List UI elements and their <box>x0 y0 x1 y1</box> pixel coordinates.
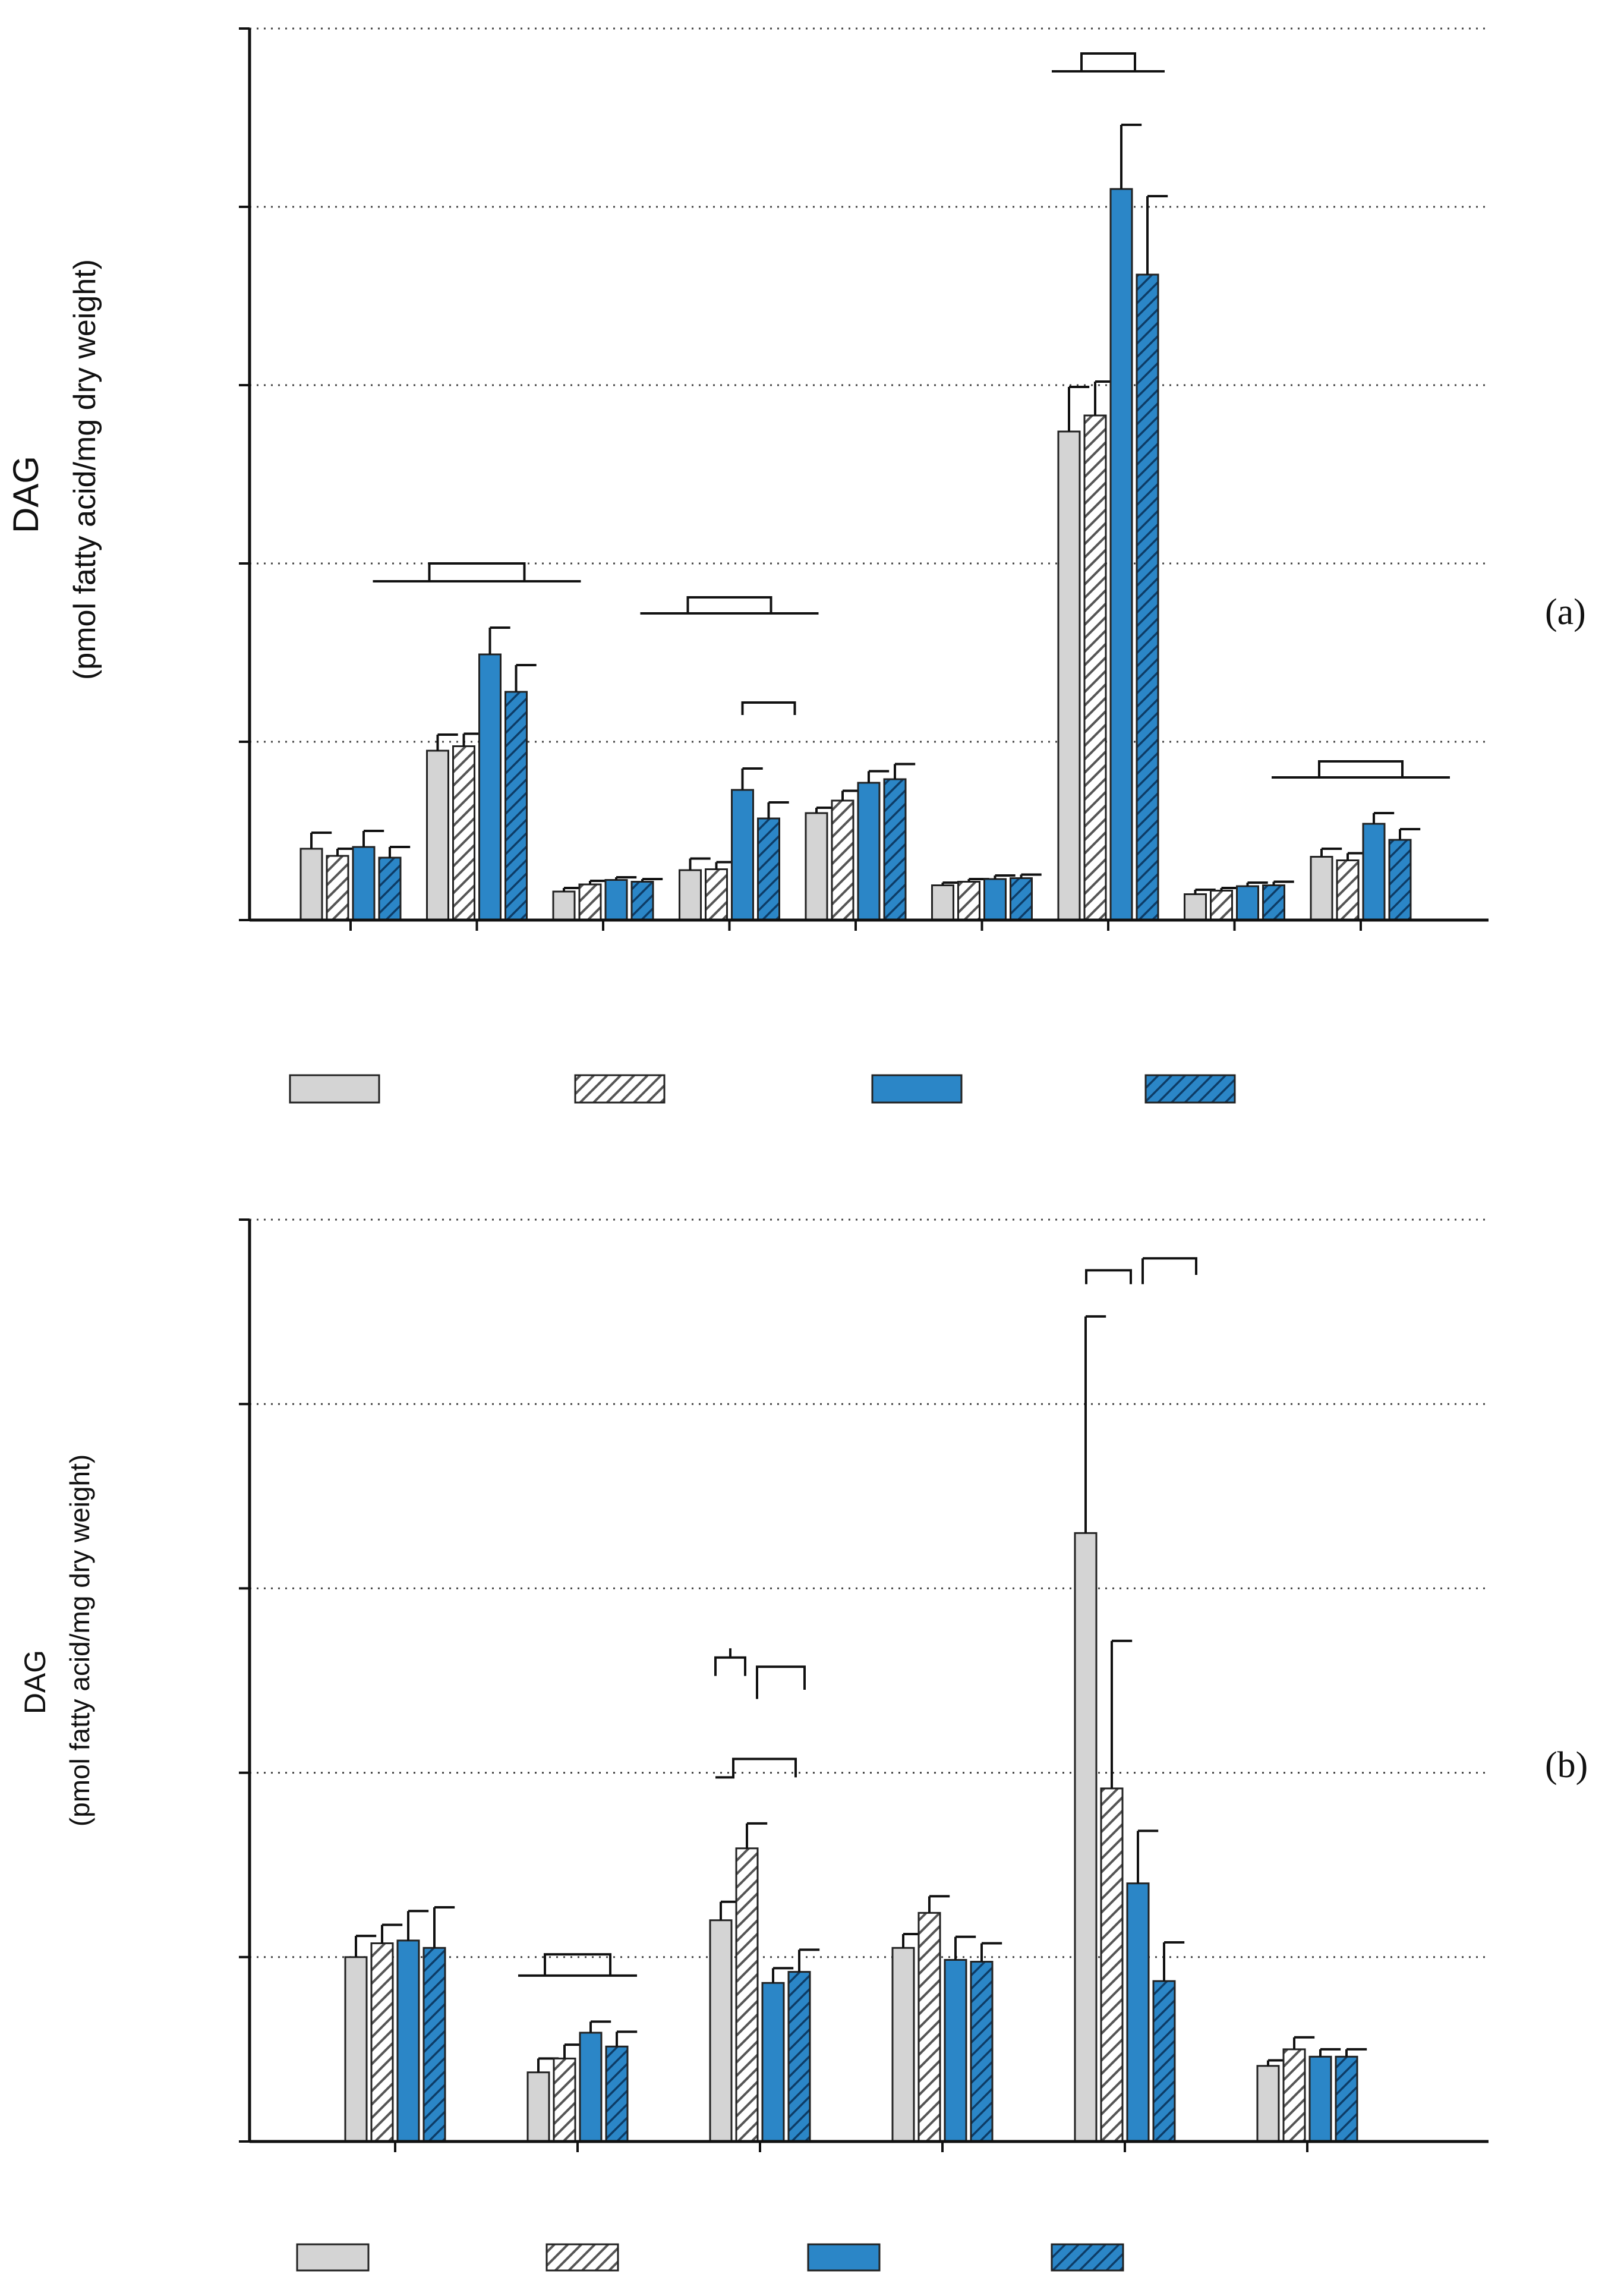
panel-b-bar-c24-1n9-young-pre <box>1256 2065 1280 2143</box>
panel-b-legend-swatch-older-pre <box>807 2243 881 2272</box>
panel-a-bar-saturated-older-post <box>1388 839 1412 921</box>
panel-b-bar-c20-4n6-older-post <box>787 1971 811 2143</box>
panel-b-ylabel-line1: DAG <box>18 1650 52 1714</box>
panel-b-bar-c20-0-older-pre <box>579 2032 603 2143</box>
panel-b-bar-c22-6n3-older-pre <box>944 1958 967 2143</box>
panel-b-bar-c24-1n9-older-pre <box>1308 2055 1332 2143</box>
panel-b-bar-c24-0-young-pre <box>1074 1532 1098 2143</box>
panel-a-bar-c16-0-older-pre <box>478 653 502 921</box>
panel-a-bar-unsaturated-young-post <box>1210 890 1233 921</box>
panel-b-bar-c24-0-young-post <box>1100 1787 1124 2143</box>
panel-b-bar-c20-0-young-post <box>553 2057 576 2143</box>
panel-a-bar-c18-2n6-older-pre <box>983 878 1007 921</box>
panel-a-bar-c18-1n9-older-post <box>883 778 907 921</box>
panel-a-bar-c16-0-young-pre <box>426 749 449 921</box>
panel-a-bracket-total <box>1080 52 1136 71</box>
panel-a-bars <box>299 124 1421 921</box>
panel-a-bar-c16-1n7-young-post <box>578 883 602 921</box>
panel-a-bar-c18-0-older-post <box>757 817 780 921</box>
panel-b-bar-c24-0-older-pre <box>1126 1882 1150 2143</box>
panel-b-chart: DAG (pmol fatty acid/mg dry weight) (b) <box>18 1218 1588 2272</box>
panel-b-bar-c18-3n3-older-pre <box>396 1939 420 2143</box>
panel-a-bar-saturated-young-pre <box>1310 856 1333 921</box>
panel-b-label: (b) <box>1545 1745 1588 1785</box>
panel-a-bar-c14-0-older-pre <box>352 846 376 921</box>
panel-b-bar-c24-1n9-older-post <box>1335 2055 1358 2143</box>
panel-a-bar-c18-2n6-young-post <box>957 881 980 921</box>
panel-a-legend-swatch-young-pre <box>289 1074 380 1104</box>
panel-a-bar-total-older-post <box>1136 273 1159 921</box>
panel-a-bar-c18-1n9-young-post <box>831 799 854 921</box>
panel-b-legend-swatch-young-post <box>545 2243 619 2272</box>
panel-b-bar-c20-0-young-pre <box>526 2071 550 2143</box>
panel-a-bar-saturated-older-pre <box>1362 823 1386 921</box>
panel-b-gridlines <box>250 1218 1489 1958</box>
panel-a-ylabel-line1: DAG <box>6 456 46 533</box>
panel-a-legend-swatch-older-pre <box>871 1074 963 1104</box>
panel-b-bar-c22-6n3-older-post <box>970 1961 994 2143</box>
panel-b-bar-c18-3n3-older-post <box>422 1947 446 2143</box>
panel-a-legend-swatch-older-post <box>1144 1074 1236 1104</box>
panel-a-chart: DAG (pmol fatty acid/mg dry weight) (a) <box>6 27 1586 1104</box>
panel-b-bracket-c24-0 <box>1143 1257 1197 1276</box>
panel-a-bar-c14-0-young-post <box>326 855 349 921</box>
panel-b-bar-c18-3n3-young-pre <box>344 1956 368 2143</box>
panel-a-ylabel-line2: (pmol fatty acid/mg dry weight) <box>68 259 102 680</box>
panel-b-bracket-c20-4n6 <box>714 1656 746 1676</box>
panel-a-bar-c16-1n7-young-pre <box>552 890 576 921</box>
panel-b-bar-c24-1n9-young-post <box>1282 2048 1306 2143</box>
panel-a-label: (a) <box>1545 592 1586 632</box>
panel-a-bar-c16-1n7-older-pre <box>604 879 628 921</box>
panel-b-bar-c24-0-older-post <box>1152 1980 1176 2143</box>
panel-a-bar-c18-2n6-older-post <box>1010 877 1033 921</box>
panel-a-legend-swatch-young-post <box>574 1074 666 1104</box>
panel-b-significance-annotations <box>518 1257 1197 1977</box>
panel-a-bracket-c16-0 <box>428 562 526 581</box>
panel-b-bar-c20-4n6-young-pre <box>709 1919 733 2143</box>
panel-a-bar-c18-1n9-older-pre <box>857 782 881 921</box>
panel-a-bar-c18-1n9-young-pre <box>805 812 828 921</box>
panel-a-bar-c14-0-older-post <box>378 856 402 921</box>
panel-a-legend <box>289 1074 1236 1104</box>
panel-a-bar-c16-0-older-post <box>504 691 528 921</box>
panel-b-bar-c20-4n6-young-post <box>735 1847 759 2143</box>
panel-b-bar-c20-4n6-older-pre <box>761 1982 785 2143</box>
panel-b-bar-c22-6n3-young-pre <box>891 1947 915 2143</box>
panel-a-bracket-c18-0 <box>741 701 796 715</box>
panel-a-bar-c18-0-young-post <box>705 868 728 921</box>
panel-a-bar-unsaturated-older-pre <box>1236 885 1259 921</box>
panel-a-significance-annotations <box>373 52 1450 779</box>
panel-a-bracket-saturated <box>1318 760 1404 777</box>
panel-a-bar-c16-0-young-post <box>452 745 475 921</box>
panel-a-bar-unsaturated-young-pre <box>1184 893 1207 921</box>
panel-b-legend-swatch-older-post <box>1051 2243 1124 2272</box>
panel-b-legend-swatch-young-pre <box>296 2243 370 2272</box>
panel-a-bar-total-older-pre <box>1109 188 1133 921</box>
panel-b-axes <box>239 1218 1489 2152</box>
panel-b-bracket-c20-4n6 <box>756 1665 806 1699</box>
panel-b-bar-c18-3n3-young-post <box>370 1942 394 2143</box>
panel-b-bar-c20-0-older-post <box>605 2045 629 2143</box>
panel-a-gridlines <box>250 27 1489 743</box>
panel-a-bracket-c18-0 <box>686 596 772 613</box>
panel-a-bar-total-young-pre <box>1057 430 1081 921</box>
panel-a-bar-c16-1n7-older-post <box>630 881 654 921</box>
panel-a-bar-c14-0-young-pre <box>299 848 323 921</box>
panel-a-bar-c18-0-older-pre <box>731 789 754 921</box>
panel-a-axes <box>239 27 1489 931</box>
panel-b-legend <box>296 2243 1124 2272</box>
panel-b-ylabel-line2: (pmol fatty acid/mg dry weight) <box>64 1454 95 1826</box>
panel-a-bar-saturated-young-post <box>1336 859 1360 921</box>
panel-a-bar-unsaturated-older-post <box>1262 884 1285 921</box>
panel-b-bar-c22-6n3-young-post <box>917 1911 941 2143</box>
panel-a-bar-c18-0-young-pre <box>679 869 702 921</box>
panel-a-bar-total-young-post <box>1083 414 1107 921</box>
panel-b-bracket-c24-0 <box>1085 1269 1132 1284</box>
panel-b-bracket-c20-4n6 <box>715 1758 797 1779</box>
panel-b-bracket-c20-0 <box>544 1953 611 1976</box>
panel-a-bar-c18-2n6-young-pre <box>931 884 954 921</box>
panel-b-bars <box>344 1315 1367 2143</box>
